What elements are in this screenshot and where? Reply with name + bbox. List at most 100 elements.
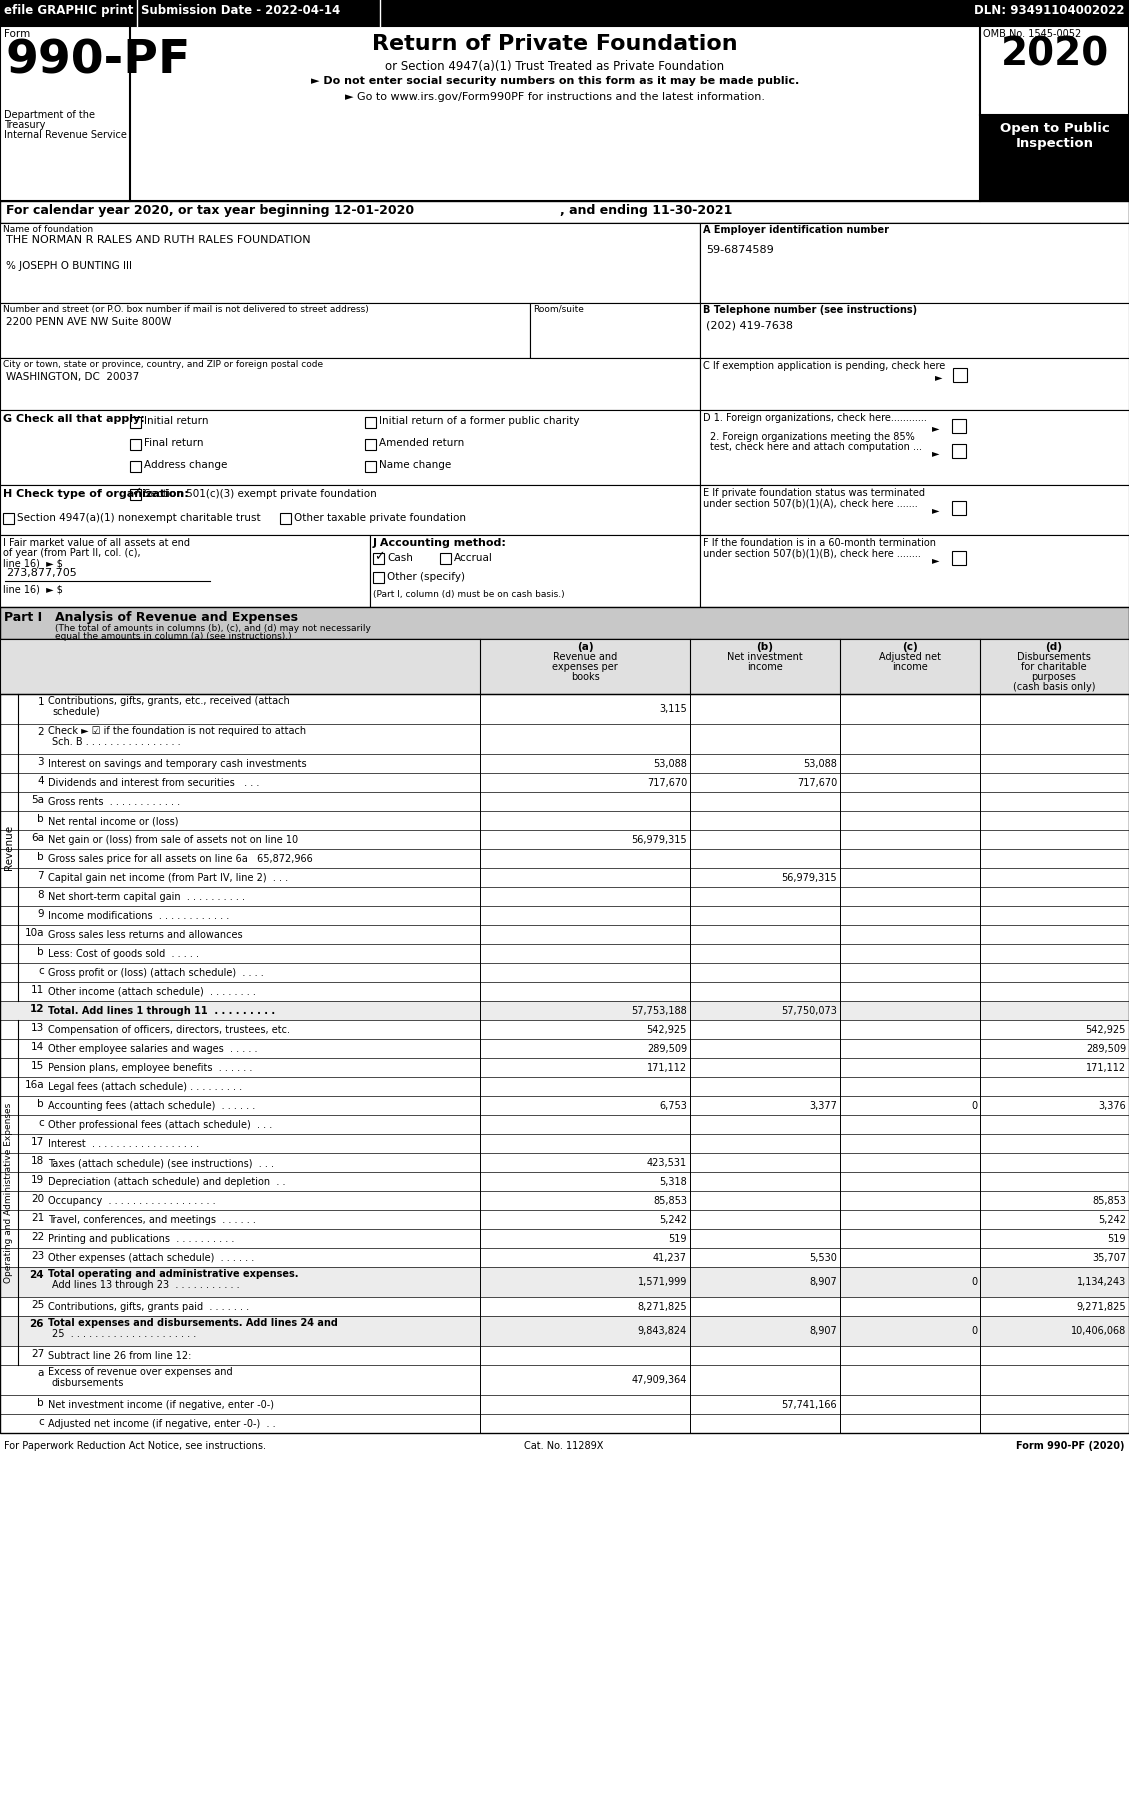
Bar — [700, 358, 1129, 410]
Text: efile GRAPHIC print: efile GRAPHIC print — [5, 4, 133, 16]
Text: 9: 9 — [37, 910, 44, 919]
Text: 7: 7 — [37, 870, 44, 881]
Text: ►: ► — [933, 423, 939, 433]
Text: 289,509: 289,509 — [647, 1045, 688, 1054]
Text: 289,509: 289,509 — [1086, 1045, 1126, 1054]
Text: 85,853: 85,853 — [653, 1196, 688, 1206]
Text: Other expenses (attach schedule)  . . . . . .: Other expenses (attach schedule) . . . .… — [49, 1253, 254, 1262]
Text: Department of the: Department of the — [5, 110, 95, 120]
Bar — [530, 304, 700, 358]
Text: 5,530: 5,530 — [809, 1253, 837, 1262]
Text: 85,853: 85,853 — [1092, 1196, 1126, 1206]
Text: Income modifications  . . . . . . . . . . . .: Income modifications . . . . . . . . . .… — [49, 912, 229, 921]
Text: 56,979,315: 56,979,315 — [631, 834, 688, 845]
Text: 21: 21 — [30, 1214, 44, 1223]
Text: 2200 PENN AVE NW Suite 800W: 2200 PENN AVE NW Suite 800W — [6, 316, 172, 327]
Text: 25: 25 — [30, 1300, 44, 1311]
Bar — [0, 223, 700, 304]
Text: F If the foundation is in a 60-month termination: F If the foundation is in a 60-month ter… — [703, 538, 936, 548]
Text: purposes: purposes — [1032, 672, 1076, 681]
Text: Gross sales less returns and allowances: Gross sales less returns and allowances — [49, 930, 243, 940]
Text: income: income — [892, 662, 928, 672]
Bar — [700, 304, 1129, 358]
Text: 2020: 2020 — [1001, 36, 1109, 74]
Text: 47,909,364: 47,909,364 — [631, 1375, 688, 1384]
Bar — [0, 638, 1129, 694]
Text: Return of Private Foundation: Return of Private Foundation — [373, 34, 738, 54]
Text: 17: 17 — [30, 1136, 44, 1147]
Text: (d): (d) — [1045, 642, 1062, 653]
Text: Other taxable private foundation: Other taxable private foundation — [294, 512, 466, 523]
Text: Sch. B . . . . . . . . . . . . . . . .: Sch. B . . . . . . . . . . . . . . . . — [52, 737, 181, 746]
Text: 57,741,166: 57,741,166 — [781, 1401, 837, 1410]
Text: Other professional fees (attach schedule)  . . .: Other professional fees (attach schedule… — [49, 1120, 272, 1129]
Text: equal the amounts in column (a) (see instructions).): equal the amounts in column (a) (see ins… — [55, 633, 291, 642]
Text: books: books — [570, 672, 599, 681]
Text: a: a — [37, 1368, 44, 1377]
Text: 273,877,705: 273,877,705 — [6, 568, 77, 577]
Text: 5,318: 5,318 — [659, 1178, 688, 1187]
Text: Final return: Final return — [145, 439, 203, 448]
Text: 1,571,999: 1,571,999 — [638, 1277, 688, 1287]
Text: Operating and Administrative Expenses: Operating and Administrative Expenses — [5, 1102, 14, 1282]
Text: under section 507(b)(1)(B), check here ........: under section 507(b)(1)(B), check here .… — [703, 548, 921, 557]
Text: under section 507(b)(1)(A), check here .......: under section 507(b)(1)(A), check here .… — [703, 498, 918, 509]
Text: Check ► ☑ if the foundation is not required to attach: Check ► ☑ if the foundation is not requi… — [49, 726, 306, 735]
Text: Net short-term capital gain  . . . . . . . . . .: Net short-term capital gain . . . . . . … — [49, 892, 245, 903]
Text: 16a: 16a — [25, 1081, 44, 1090]
Bar — [0, 1316, 1129, 1347]
Text: 41,237: 41,237 — [653, 1253, 688, 1262]
Bar — [130, 417, 141, 428]
Text: test, check here and attach computation ...: test, check here and attach computation … — [710, 442, 922, 451]
Text: Address change: Address change — [145, 460, 227, 469]
Text: 12: 12 — [29, 1003, 44, 1014]
Text: 423,531: 423,531 — [647, 1158, 688, 1169]
Text: Dividends and interest from securities   . . .: Dividends and interest from securities .… — [49, 779, 260, 788]
Text: for charitable: for charitable — [1022, 662, 1087, 672]
Bar — [130, 489, 141, 500]
Bar — [0, 0, 1129, 25]
Text: 717,670: 717,670 — [797, 779, 837, 788]
Text: Net investment income (if negative, enter -0-): Net investment income (if negative, ente… — [49, 1401, 274, 1410]
Text: Section 4947(a)(1) nonexempt charitable trust: Section 4947(a)(1) nonexempt charitable … — [17, 512, 261, 523]
Text: 171,112: 171,112 — [1086, 1063, 1126, 1073]
Text: 9,271,825: 9,271,825 — [1076, 1302, 1126, 1313]
Text: Gross sales price for all assets on line 6a   65,872,966: Gross sales price for all assets on line… — [49, 854, 313, 865]
Text: (202) 419-7638: (202) 419-7638 — [706, 322, 793, 331]
Text: Initial return: Initial return — [145, 415, 209, 426]
Text: Depreciation (attach schedule) and depletion  . .: Depreciation (attach schedule) and deple… — [49, 1178, 286, 1187]
Text: 2. Foreign organizations meeting the 85%: 2. Foreign organizations meeting the 85% — [710, 432, 914, 442]
Text: Section 501(c)(3) exempt private foundation: Section 501(c)(3) exempt private foundat… — [145, 489, 377, 500]
Bar — [0, 1268, 1129, 1296]
Bar — [0, 536, 370, 608]
Text: Cat. No. 11289X: Cat. No. 11289X — [524, 1440, 604, 1451]
Text: Capital gain net income (from Part IV, line 2)  . . .: Capital gain net income (from Part IV, l… — [49, 874, 288, 883]
Text: Contributions, gifts, grants paid  . . . . . . .: Contributions, gifts, grants paid . . . … — [49, 1302, 250, 1313]
Text: 10,406,068: 10,406,068 — [1070, 1325, 1126, 1336]
Text: Form 990-PF (2020): Form 990-PF (2020) — [1016, 1440, 1124, 1451]
Text: 26: 26 — [29, 1320, 44, 1329]
Bar — [0, 25, 1129, 201]
Text: ►: ► — [933, 556, 939, 565]
Text: 0: 0 — [971, 1277, 977, 1287]
Bar — [280, 512, 291, 523]
Text: 5,242: 5,242 — [1099, 1215, 1126, 1224]
Text: 10a: 10a — [25, 928, 44, 939]
Text: ✓: ✓ — [131, 485, 141, 500]
Text: schedule): schedule) — [52, 707, 99, 717]
Text: 14: 14 — [30, 1043, 44, 1052]
Text: 6,753: 6,753 — [659, 1100, 688, 1111]
Text: Total operating and administrative expenses.: Total operating and administrative expen… — [49, 1269, 298, 1278]
Text: 2: 2 — [37, 726, 44, 737]
Text: (a): (a) — [577, 642, 594, 653]
Text: 15: 15 — [30, 1061, 44, 1072]
Text: (cash basis only): (cash basis only) — [1013, 681, 1095, 692]
Text: 1,134,243: 1,134,243 — [1077, 1277, 1126, 1287]
Text: 9,843,824: 9,843,824 — [638, 1325, 688, 1336]
Bar — [370, 536, 700, 608]
Text: H Check type of organization:: H Check type of organization: — [3, 489, 189, 500]
Text: Adjusted net income (if negative, enter -0-)  . .: Adjusted net income (if negative, enter … — [49, 1419, 275, 1429]
Text: OMB No. 1545-0052: OMB No. 1545-0052 — [983, 29, 1082, 40]
Text: I Fair market value of all assets at end: I Fair market value of all assets at end — [3, 538, 190, 548]
Text: Printing and publications  . . . . . . . . . .: Printing and publications . . . . . . . … — [49, 1233, 235, 1244]
